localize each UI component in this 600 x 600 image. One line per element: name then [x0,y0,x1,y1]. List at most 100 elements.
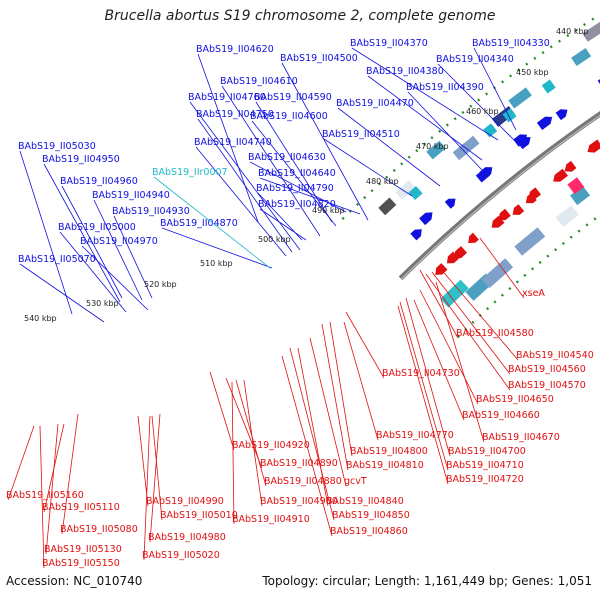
callout-line [19,150,73,315]
reverse-gene-label: BAbS19_II05010 [160,510,238,521]
forward-gene-label: BAbS19_II04340 [436,54,514,65]
callout-line [281,355,333,537]
accession-text: Accession: NC_010740 [6,574,143,588]
tick-label: 540 kbp [24,314,57,323]
rna-feature-block [483,123,498,138]
reverse-feature-block [555,205,579,227]
callout-line [231,381,235,525]
callout-line [61,413,79,535]
callout-line [221,85,321,237]
forward-feature-block [571,47,592,67]
forward-gene-label: BAbS19_II04750 [196,109,274,120]
forward-gene-label: BAbS19_II04380 [366,66,444,77]
reverse-gene-label: BAbS19_II04560 [508,364,586,375]
forward-gene-label: BAbS19_II04470 [336,98,414,109]
reverse-gene-arrow [446,251,460,264]
reverse-gene-label: xseA [522,288,545,299]
reverse-gene-label: BAbS19_II05110 [42,502,120,513]
callout-line [425,273,511,391]
tick-label: 480 kbp [366,177,399,186]
reverse-gene-label: BAbS19_II04900 [260,496,338,507]
reverse-gene-label: BAbS19_II04660 [462,410,540,421]
callout-line [161,227,273,269]
callout-line [367,75,483,161]
forward-gene-label: BAbS19_II05070 [18,254,96,265]
forward-gene-label: BAbS19_II04510 [322,129,400,140]
forward-gene-label: BAbS19_II04600 [250,111,328,122]
callout-line [7,425,35,501]
callout-line [189,101,301,251]
reverse-feature-accent [567,177,585,195]
callout-line [113,215,153,299]
reverse-gene-label: BAbS19_II04580 [456,328,534,339]
reverse-gene-label: BAbS19_II04770 [376,430,454,441]
tick-label: 470 kbp [416,142,449,151]
callout-line [405,297,451,457]
reverse-gene-arrow [512,204,525,215]
reverse-gene-label: BAbS19_II05130 [44,544,122,555]
map-title: Brucella abortus S19 chromosome 2, compl… [104,8,496,24]
reverse-gene-label: BAbS19_II04880 [264,476,342,487]
callout-line [337,107,441,187]
rna-gene-label: BAbS19_IIr0007 [152,167,228,178]
forward-gene-label: BAbS19_II04790 [256,183,334,194]
reverse-gene-label: BAbS19_II04990 [146,496,224,507]
tick-label: 490 kbp [312,206,345,215]
callout-line [153,176,271,269]
reverse-gene-label: BAbS19_II04800 [350,446,428,457]
forward-gene-label: BAbS19_II05000 [58,222,136,233]
forward-gene-label: BAbS19_II04640 [258,168,336,179]
reverse-gene-arrow [564,160,577,172]
callout-line [43,163,121,303]
forward-gene-arrow [444,198,456,209]
callout-line [59,231,127,313]
callout-line [329,321,353,457]
reverse-gene-arrow [491,215,505,228]
callout-line [197,53,259,223]
callout-line [93,199,143,301]
reverse-gene-label: BAbS19_II04810 [346,460,424,471]
callout-line [249,161,347,213]
callout-line [255,101,333,223]
forward-gene-arrow [597,79,600,85]
forward-gene-label: BAbS19_II04970 [80,236,158,247]
reverse-gene-label: BAbS19_II04710 [446,460,524,471]
backbone-arc [398,111,600,281]
forward-gene-label: BAbS19_II04500 [280,53,358,64]
tick-label: 510 kbp [200,259,233,268]
reverse-gene-label: BAbS19_II04840 [326,496,404,507]
callout-line [195,146,287,257]
tick-label: 500 kbp [258,235,291,244]
callout-line [259,208,307,241]
callout-line [151,415,163,521]
reverse-gene-arrow [435,263,448,275]
callout-line [235,379,267,487]
tick-label: 450 kbp [516,68,549,77]
reverse-gene-label: BAbS19_II04890 [260,458,338,469]
forward-feature-block [426,140,446,160]
callout-line [399,301,449,471]
reverse-gene-arrow [525,193,537,204]
rna-feature-block [408,185,423,201]
callout-line [321,323,349,471]
tick-label: 520 kbp [144,280,177,289]
forward-feature-block [508,87,532,109]
callout-line [259,177,361,215]
reverse-gene-label: BAbS19_II05080 [60,524,138,535]
reverse-gene-label: BAbS19_II04650 [476,394,554,405]
callout-line [435,281,485,443]
reverse-gene-label: gcvT [344,476,367,487]
reverse-gene-arrow [498,208,511,221]
forward-gene-label: BAbS19_II04610 [220,76,298,87]
reverse-gene-label: BAbS19_II05150 [42,558,120,569]
reverse-gene-label: BAbS19_II04720 [446,474,524,485]
reverse-feature-block [570,185,591,206]
reverse-feature-block [440,279,469,308]
forward-gene-label: BAbS19_II04820 [258,199,336,210]
callout-line [309,337,347,487]
reverse-gene-label: BAbS19_II05020 [142,550,220,561]
reverse-gene-arrow [553,168,568,182]
reverse-gene-label: BAbS19_II04850 [332,510,410,521]
tick-label: 530 kbp [86,299,119,308]
